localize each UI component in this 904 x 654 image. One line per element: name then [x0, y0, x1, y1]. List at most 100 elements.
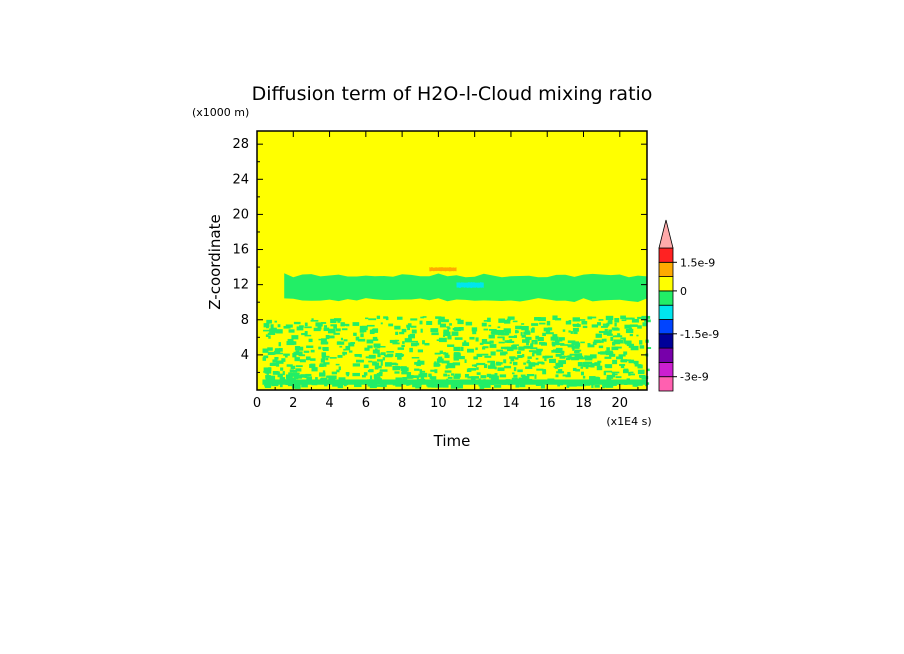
region-1-cell	[481, 339, 488, 343]
region-1-cell	[275, 362, 280, 367]
region-1-cell	[531, 340, 534, 345]
region-1-cell	[575, 369, 581, 372]
region-1-cell	[322, 349, 329, 352]
region-1-cell	[447, 374, 450, 377]
region-1-cell	[483, 328, 488, 331]
region-1-cell	[483, 320, 490, 322]
region-1-cell	[496, 349, 504, 352]
region-1-cell	[357, 338, 366, 342]
region-1-cell	[293, 375, 299, 380]
region-1-cell	[270, 324, 274, 329]
region-1-cell	[517, 369, 523, 373]
region-1-cell	[464, 373, 469, 378]
region-1-cell	[435, 316, 442, 319]
region-1-cell	[526, 361, 531, 364]
region-1-cell	[319, 372, 326, 377]
region-1-cell	[606, 322, 609, 327]
region-1-cell	[605, 383, 614, 388]
region-1-cell	[316, 328, 320, 332]
region-1-cell	[563, 355, 570, 358]
region-1-cell	[512, 372, 515, 375]
plot-frame	[256, 130, 648, 391]
region-1-cell	[272, 359, 278, 363]
region-1-cell	[582, 362, 590, 365]
region-1-cell	[482, 347, 486, 350]
y-tick-label: 28	[232, 137, 249, 152]
region-1-cell	[340, 322, 345, 327]
region-1-cell	[503, 365, 512, 369]
region-1-cell	[264, 370, 272, 374]
region-1-cell	[630, 371, 634, 374]
x-tick-label: 8	[398, 396, 406, 411]
region-1-cell	[415, 342, 420, 346]
y-tick-label: 16	[232, 243, 249, 258]
region-1-cell	[409, 347, 413, 353]
region-1-cell	[620, 365, 625, 369]
region-1-cell	[292, 370, 298, 373]
region-1-base	[262, 379, 647, 385]
region-1-cell	[369, 375, 373, 380]
region-1-cell	[594, 377, 601, 381]
region-1-cell	[612, 342, 621, 345]
region-1-cell	[288, 372, 293, 376]
region-1-cell	[613, 339, 621, 343]
region-1-cell	[412, 384, 417, 388]
x-axis-label: Time	[433, 432, 471, 450]
region-1-cell	[594, 384, 600, 388]
region-1-cell	[598, 345, 604, 349]
region-1-cell	[607, 331, 612, 336]
plot-area	[256, 130, 652, 391]
region-1-cell	[443, 329, 450, 334]
region-1-cell	[600, 325, 608, 328]
region-1-cell	[626, 342, 632, 347]
region-1-cell	[464, 359, 467, 363]
colorbar-swatch	[658, 376, 674, 392]
region-1-cell	[266, 367, 271, 372]
region-1-cell	[276, 350, 281, 354]
region-1-cell	[537, 336, 544, 342]
region-1-cell	[572, 317, 580, 322]
region-1-cell	[410, 318, 418, 321]
region-1-cell	[346, 372, 349, 377]
region-1-cell	[378, 371, 383, 375]
region-1-cell	[482, 353, 489, 356]
region-1-cell	[497, 326, 501, 329]
region-1-cell	[604, 328, 608, 333]
region-1-cell	[348, 350, 353, 353]
region-1-cell	[518, 346, 525, 351]
region-1-cell	[263, 355, 269, 359]
region-1-cell	[299, 375, 308, 378]
region-1-cell	[380, 322, 383, 325]
region-1-cell	[490, 360, 496, 366]
region-1-cell	[483, 384, 491, 388]
region-1-cell	[327, 328, 336, 334]
region-1-cell	[504, 331, 510, 335]
y-tick-label: 4	[241, 348, 249, 363]
region-1-cell	[551, 341, 560, 346]
region-1-cell	[637, 325, 642, 329]
region-1-cell	[453, 356, 459, 361]
region-1-cell	[542, 332, 546, 337]
region-1-cell	[338, 377, 346, 381]
region-1-cell	[623, 351, 628, 355]
region-1-cell	[605, 351, 614, 356]
region-1-cell	[574, 349, 582, 352]
region-1-cell	[601, 339, 607, 342]
region-1-cell	[434, 352, 441, 355]
region-1-cell	[374, 384, 382, 387]
region-1-cell	[288, 329, 295, 333]
region-1-cell	[489, 340, 494, 344]
region-1-cell	[568, 330, 571, 333]
region-1-cell	[360, 333, 364, 338]
region-1-cell	[479, 342, 484, 345]
region-1-cell	[355, 336, 360, 341]
region-1-cell	[366, 339, 374, 344]
region-1-cell	[646, 347, 652, 350]
region-1-cell	[317, 326, 322, 330]
x-tick-label: 20	[612, 396, 629, 411]
region-1-cell	[504, 319, 511, 324]
region-1-cell	[276, 329, 283, 334]
region-1-cell	[298, 354, 306, 357]
region-1-cell	[590, 316, 597, 319]
region-1-cell	[422, 340, 425, 345]
